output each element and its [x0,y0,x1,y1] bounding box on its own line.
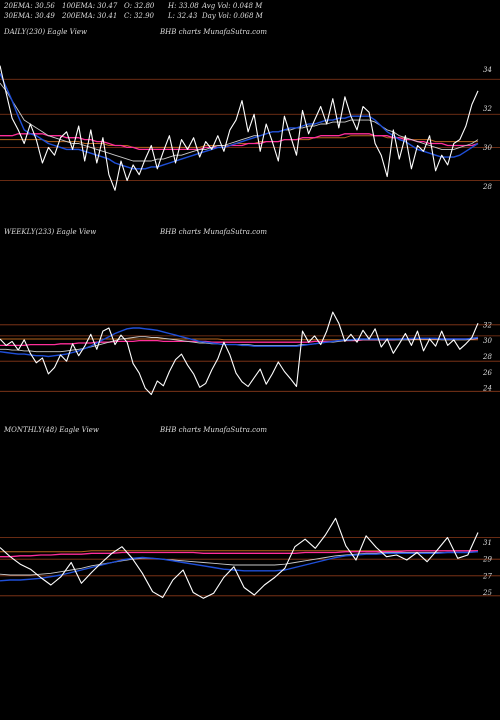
monthly-ema200-line [0,550,478,553]
daily-ema100-line [0,133,479,151]
monthly-ema30-line [0,551,479,576]
daily-y-tick-1: 30 [483,144,492,152]
monthly-y-tick-2: 29 [482,556,492,564]
daily-price-line [0,65,479,191]
monthly-panel-site: BHB charts MunafaSutra.com [160,426,267,434]
monthly-panel-label: MONTHLY(48) Eagle View [4,426,99,434]
daily-y-tick-0: 28 [482,183,492,191]
weekly-price-line [0,311,479,396]
monthly-chart-panel: 25 27 29 31 [0,517,500,599]
monthly-y-tick-3: 31 [483,539,492,547]
header-day-vol: Day Vol: 0.068 M [202,12,263,20]
header-avg-vol: Avg Vol: 0.048 M [202,2,263,10]
header-close: C: 32.90 [124,12,154,20]
weekly-panel-label: WEEKLY(233) Eagle View [4,228,97,236]
monthly-y-tick-1: 27 [482,572,492,580]
weekly-y-tick-0: 24 [482,385,492,393]
header-ema100: 100EMA: 30.47 [62,2,118,10]
weekly-y-tick-4: 32 [483,321,492,329]
daily-y-tick-3: 34 [483,66,492,74]
header-ema30: 30EMA: 30.49 [4,12,55,20]
weekly-panel-site: BHB charts MunafaSutra.com [160,228,267,236]
header-high: H: 33.08 [168,2,199,10]
weekly-y-tick-3: 30 [483,337,492,345]
daily-panel-label: DAILY(230) Eagle View [4,28,87,36]
daily-ema20-line [0,73,479,170]
header-low: L: 32.43 [168,12,198,20]
daily-ema30-line [0,82,479,162]
monthly-ema100-line [0,550,478,558]
daily-y-tick-2: 32 [483,105,492,113]
weekly-chart-panel: 24 26 28 30 32 [0,311,500,396]
weekly-y-tick-1: 26 [482,369,492,377]
monthly-y-tick-0: 25 [482,589,492,597]
header-ema20: 20EMA: 30.56 [4,2,55,10]
header-open: O: 32.80 [124,2,155,10]
daily-panel-site: BHB charts MunafaSutra.com [160,28,267,36]
weekly-y-tick-2: 28 [482,353,492,361]
monthly-price-line [0,517,479,599]
daily-chart-panel: 28 30 32 34 [0,65,500,191]
monthly-ema20-line [0,551,479,582]
header-ema200: 200EMA: 30.41 [62,12,118,20]
weekly-ema20-line [0,327,479,358]
